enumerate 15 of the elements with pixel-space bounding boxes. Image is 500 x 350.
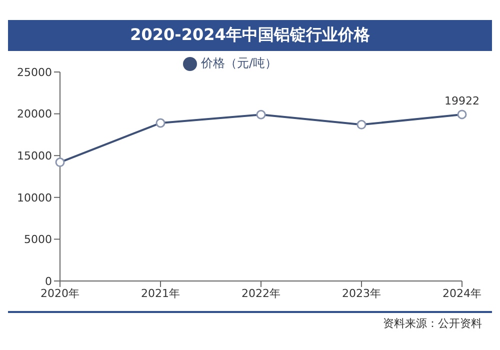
x-tick-label: 2021年 — [141, 286, 180, 300]
y-tick-label: 0 — [45, 274, 52, 288]
y-tick-label: 5000 — [24, 233, 52, 246]
y-tick-label: 10000 — [17, 191, 52, 204]
x-tick-label: 2022年 — [242, 286, 280, 300]
y-tick-label: 25000 — [17, 66, 52, 79]
legend-label: 价格（元/吨） — [200, 56, 278, 70]
text: 资料来源：公开资料 — [382, 316, 482, 331]
y-tick-label: 20000 — [17, 108, 52, 121]
x-tick-label: 2020年 — [40, 286, 80, 300]
data-label: 19922 — [444, 94, 480, 108]
y-tick-label: 15000 — [17, 150, 52, 163]
x-tick-label: 2023年 — [342, 286, 381, 300]
chart-title: 2020-2024年中国铝锭行业价格 — [8, 20, 492, 51]
x-tick-label: 2024年 — [442, 286, 482, 300]
